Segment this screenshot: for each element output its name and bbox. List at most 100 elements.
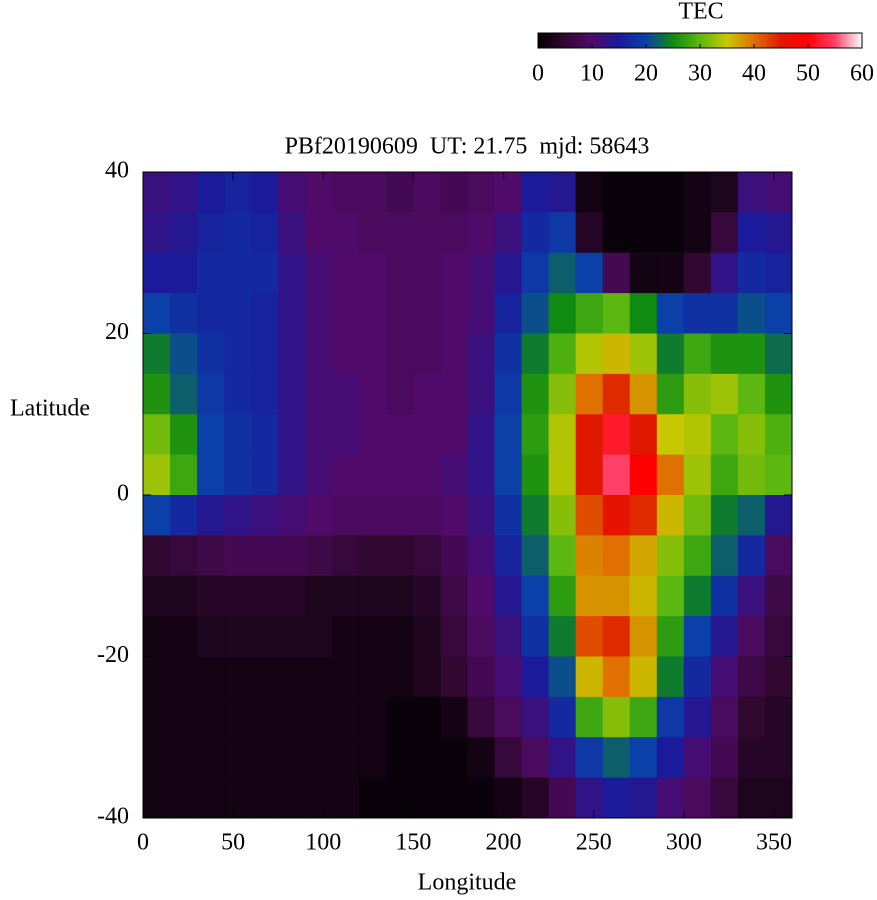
heatmap-cell [467,495,496,536]
heatmap-cell [467,172,496,213]
heatmap-cell [224,495,252,536]
heatmap-cell [467,293,496,334]
heatmap-cell [710,616,739,657]
heatmap-cell [278,414,306,456]
heatmap-cell [440,212,468,254]
heatmap-cell [278,252,306,294]
y-tick-label: 40 [105,158,129,184]
heatmap-cell [683,172,712,213]
heatmap-cell [710,495,739,536]
heatmap-cell [629,293,658,334]
chart-title: PBf20190609 UT: 21.75 mjd: 58643 [285,134,650,160]
heatmap-cell [710,535,739,577]
heatmap-cell [494,575,523,617]
heatmap-cell [548,495,577,536]
heatmap-cell [143,777,171,819]
heatmap-cell [224,696,252,738]
heatmap-cell [656,212,685,254]
x-tick-label: 0 [137,830,149,856]
heatmap-cell [305,293,333,334]
heatmap-cell [251,535,279,577]
heatmap-cell [656,696,685,738]
heatmap-cell [143,333,171,375]
heatmap-cell [359,737,387,779]
heatmap-cell [629,454,658,496]
heatmap-cell [413,373,441,415]
heatmap-cell [656,656,685,698]
heatmap-cell [413,172,441,213]
heatmap-cell [440,777,468,819]
heatmap-cell [413,293,441,334]
heatmap-cell [467,696,496,738]
heatmap-cell [710,454,739,496]
heatmap-cell [143,172,171,213]
heatmap-cell [143,656,171,698]
heatmap-cell [737,293,766,334]
heatmap-cell [656,777,685,819]
heatmap-cell [386,212,414,254]
heatmap-cell [197,656,225,698]
heatmap-cell [764,737,793,779]
heatmap-cell [575,212,604,254]
heatmap-cell [413,696,441,738]
heatmap-cell [278,172,306,213]
heatmap-cell [170,252,198,294]
heatmap-cell [359,656,387,698]
x-axis-label: Longitude [418,870,517,896]
heatmap-cell [602,373,631,415]
heatmap-cell [764,495,793,536]
heatmap-cell [278,777,306,819]
heatmap-cell [305,495,333,536]
heatmap-cell [170,293,198,334]
heatmap-cell [656,737,685,779]
heatmap-cell [629,252,658,294]
heatmap-cell [305,777,333,819]
heatmap-cell [278,373,306,415]
heatmap-cell [737,373,766,415]
heatmap-cell [521,495,550,536]
heatmap-cell [278,535,306,577]
heatmap-cell [332,575,360,617]
heatmap-cell [521,293,550,334]
heatmap-cell [467,575,496,617]
colorbar-tick-label: 40 [742,61,766,87]
heatmap-cell [710,212,739,254]
heatmap-cell [710,737,739,779]
heatmap-cell [251,495,279,536]
heatmap-cell [494,333,523,375]
heatmap-cell [764,575,793,617]
heatmap-cell [494,373,523,415]
heatmap-cell [440,414,468,456]
heatmap-cell [251,696,279,738]
heatmap-cell [386,737,414,779]
heatmap-cell [575,373,604,415]
heatmap-cell [494,252,523,294]
heatmap-cell [413,333,441,375]
heatmap-cell [359,495,387,536]
heatmap-cell [683,535,712,577]
heatmap-cell [224,333,252,375]
heatmap-cell [521,252,550,294]
heatmap-cell [683,454,712,496]
heatmap-cell [413,737,441,779]
heatmap-cell [683,333,712,375]
heatmap-cell [521,172,550,213]
heatmap-cell [548,212,577,254]
heatmap-cell [548,293,577,334]
heatmap-cell [386,373,414,415]
heatmap-cell [710,414,739,456]
heatmap-cell [386,616,414,657]
heatmap-cell [575,696,604,738]
heatmap-cell [548,535,577,577]
heatmap-cell [629,212,658,254]
heatmap-cell [224,454,252,496]
heatmap-cell [413,252,441,294]
y-tick-label: -20 [97,642,129,668]
heatmap-cell [575,575,604,617]
heatmap-cell [170,172,198,213]
heatmap-cell [575,172,604,213]
heatmap-cell [467,333,496,375]
heatmap-cell [656,414,685,456]
heatmap-cell [494,616,523,657]
heatmap-cell [197,535,225,577]
